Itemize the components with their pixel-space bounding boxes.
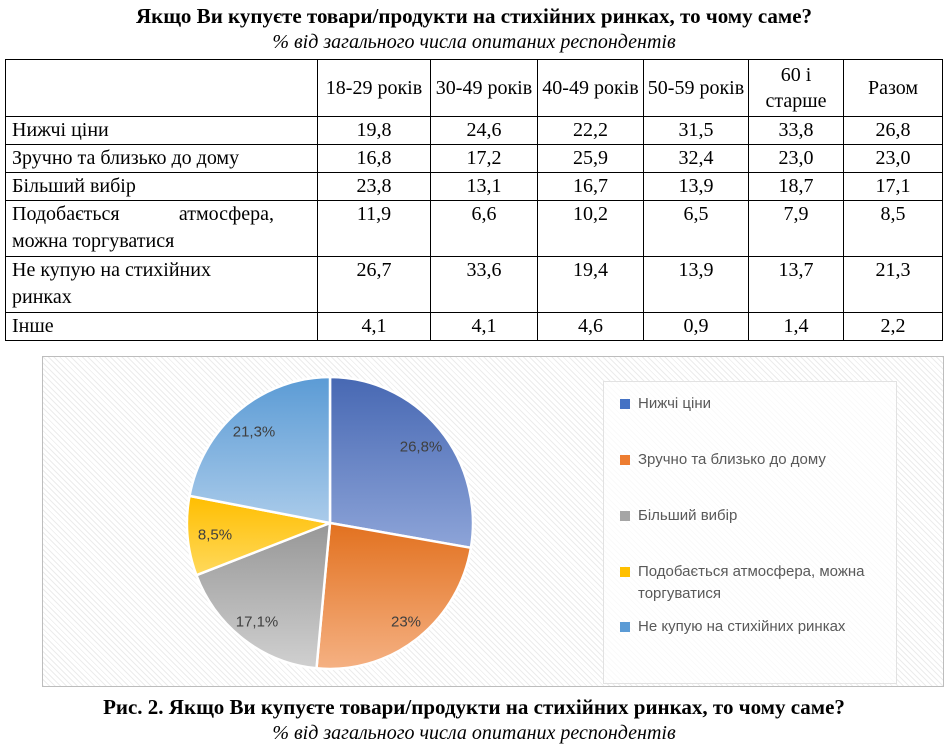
pie-label-bigger-choice: 17,1% [235,613,279,631]
cell-value: 26,7 [317,256,431,313]
cell-value: 17,2 [430,144,538,173]
table-row: Інше 4,1 4,1 4,6 0,9 1,4 2,2 [5,312,943,341]
cell-value: 18,7 [748,172,844,201]
pie-slice-atmosphere [185,494,332,577]
cell-value: 16,7 [537,172,644,201]
cell-value: 13,9 [643,172,749,201]
col-header-50-59: 50-59 років [643,59,749,117]
cell-value: 1,4 [748,312,844,341]
cell-value: 33,6 [430,256,538,313]
pie-label-dont-buy: 21,3% [232,423,276,441]
legend-swatch-dont-buy [620,622,630,632]
legend-label: Подобається атмосфера, можна торгуватися [638,563,865,602]
table-row: Нижчі ціни 19,8 24,6 22,2 31,5 33,8 26,8 [5,116,943,145]
legend-label: Не купую на стихійних ринках [638,618,846,635]
row-label: Не купую на стихійних ринках [5,256,318,313]
cell-value: 13,1 [430,172,538,201]
figure-caption: Рис. 2. Якщо Ви купуєте товари/продукти … [103,695,845,719]
row-label: Зручно та близько до дому [5,144,318,173]
row-label: Нижчі ціни [5,116,318,145]
cell-value: 8,5 [843,200,943,257]
cell-value: 19,8 [317,116,431,145]
pie-slice-convenient [315,521,473,671]
pie-label-atmosphere: 8,5% [197,526,233,544]
cell-value: 25,9 [537,144,644,173]
cell-value: 4,1 [430,312,538,341]
cell-value: 19,4 [537,256,644,313]
pie-slice-dont-buy [188,375,332,525]
table-row: Зручно та близько до дому 16,8 17,2 25,9… [5,144,943,173]
row-label: Більший вибір [5,172,318,201]
page-subtitle: % від загального числа опитаних респонде… [272,31,676,53]
legend-item: Зручно та близько до дому [620,449,884,471]
page-title: Якщо Ви купуєте товари/продукти на стихі… [135,4,813,28]
legend-swatch-atmosphere [620,567,630,577]
legend-swatch-convenient [620,455,630,465]
pie-label-convenient: 23% [390,613,422,631]
legend-item: Не купую на стихійних ринках [620,616,884,638]
legend-swatch-lower-prices [620,399,630,409]
cell-value: 13,9 [643,256,749,313]
cell-value: 10,2 [537,200,644,257]
figure-caption-subtitle: % від загального числа опитаних респонде… [272,722,676,744]
cell-value: 24,6 [430,116,538,145]
legend-item: Подобається атмосфера, можна торгуватися [620,561,884,605]
table-header-row: 18-29 років 30-49 років 40-49 років 50-5… [5,59,943,117]
chart-legend: Нижчі ціни Зручно та близько до дому Біл… [603,381,897,684]
cell-value: 7,9 [748,200,844,257]
cell-value: 0,9 [643,312,749,341]
corner-cell [5,59,318,117]
cell-value: 22,2 [537,116,644,145]
col-header-40-49: 40-49 років [537,59,644,117]
legend-label: Нижчі ціни [638,395,711,412]
cell-value: 6,6 [430,200,538,257]
table-row: Подобається атмосфера, можна торгуватися… [5,200,943,257]
cell-value: 4,1 [317,312,431,341]
cell-value: 31,5 [643,116,749,145]
col-header-total: Разом [843,59,943,117]
cell-value: 2,2 [843,312,943,341]
cell-value: 6,5 [643,200,749,257]
cell-value: 23,8 [317,172,431,201]
cell-value: 11,9 [317,200,431,257]
cell-value: 16,8 [317,144,431,173]
document-page: Якщо Ви купуєте товари/продукти на стихі… [0,3,948,746]
col-header-30-49: 30-49 років [430,59,538,117]
legend-label: Більший вибір [638,507,738,524]
legend-item: Нижчі ціни [620,393,884,415]
row-label: Подобається атмосфера, можна торгуватися [5,200,318,257]
pie-chart [185,375,475,671]
pie-chart-panel: 26,8% 23% 17,1% 8,5% 21,3% Нижчі ціни Зр… [42,356,944,687]
cell-value: 13,7 [748,256,844,313]
table-row: Не купую на стихійних ринках 26,7 33,6 1… [5,256,943,313]
cell-value: 4,6 [537,312,644,341]
legend-label: Зручно та близько до дому [638,451,826,468]
pie-label-lower-prices: 26,8% [399,438,443,456]
cell-value: 17,1 [843,172,943,201]
cell-value: 32,4 [643,144,749,173]
pie-slice-lower-prices [328,375,475,550]
survey-table: 18-29 років 30-49 років 40-49 років 50-5… [5,59,943,341]
cell-value: 26,8 [843,116,943,145]
cell-value: 33,8 [748,116,844,145]
row-label: Інше [5,312,318,341]
cell-value: 23,0 [843,144,943,173]
cell-value: 23,0 [748,144,844,173]
table-row: Більший вибір 23,8 13,1 16,7 13,9 18,7 1… [5,172,943,201]
legend-swatch-bigger-choice [620,511,630,521]
col-header-60plus: 60 і старше [748,59,844,117]
pie-slice-bigger-choice [195,521,332,670]
col-header-18-29: 18-29 років [317,59,431,117]
cell-value: 21,3 [843,256,943,313]
legend-item: Більший вибір [620,505,884,527]
